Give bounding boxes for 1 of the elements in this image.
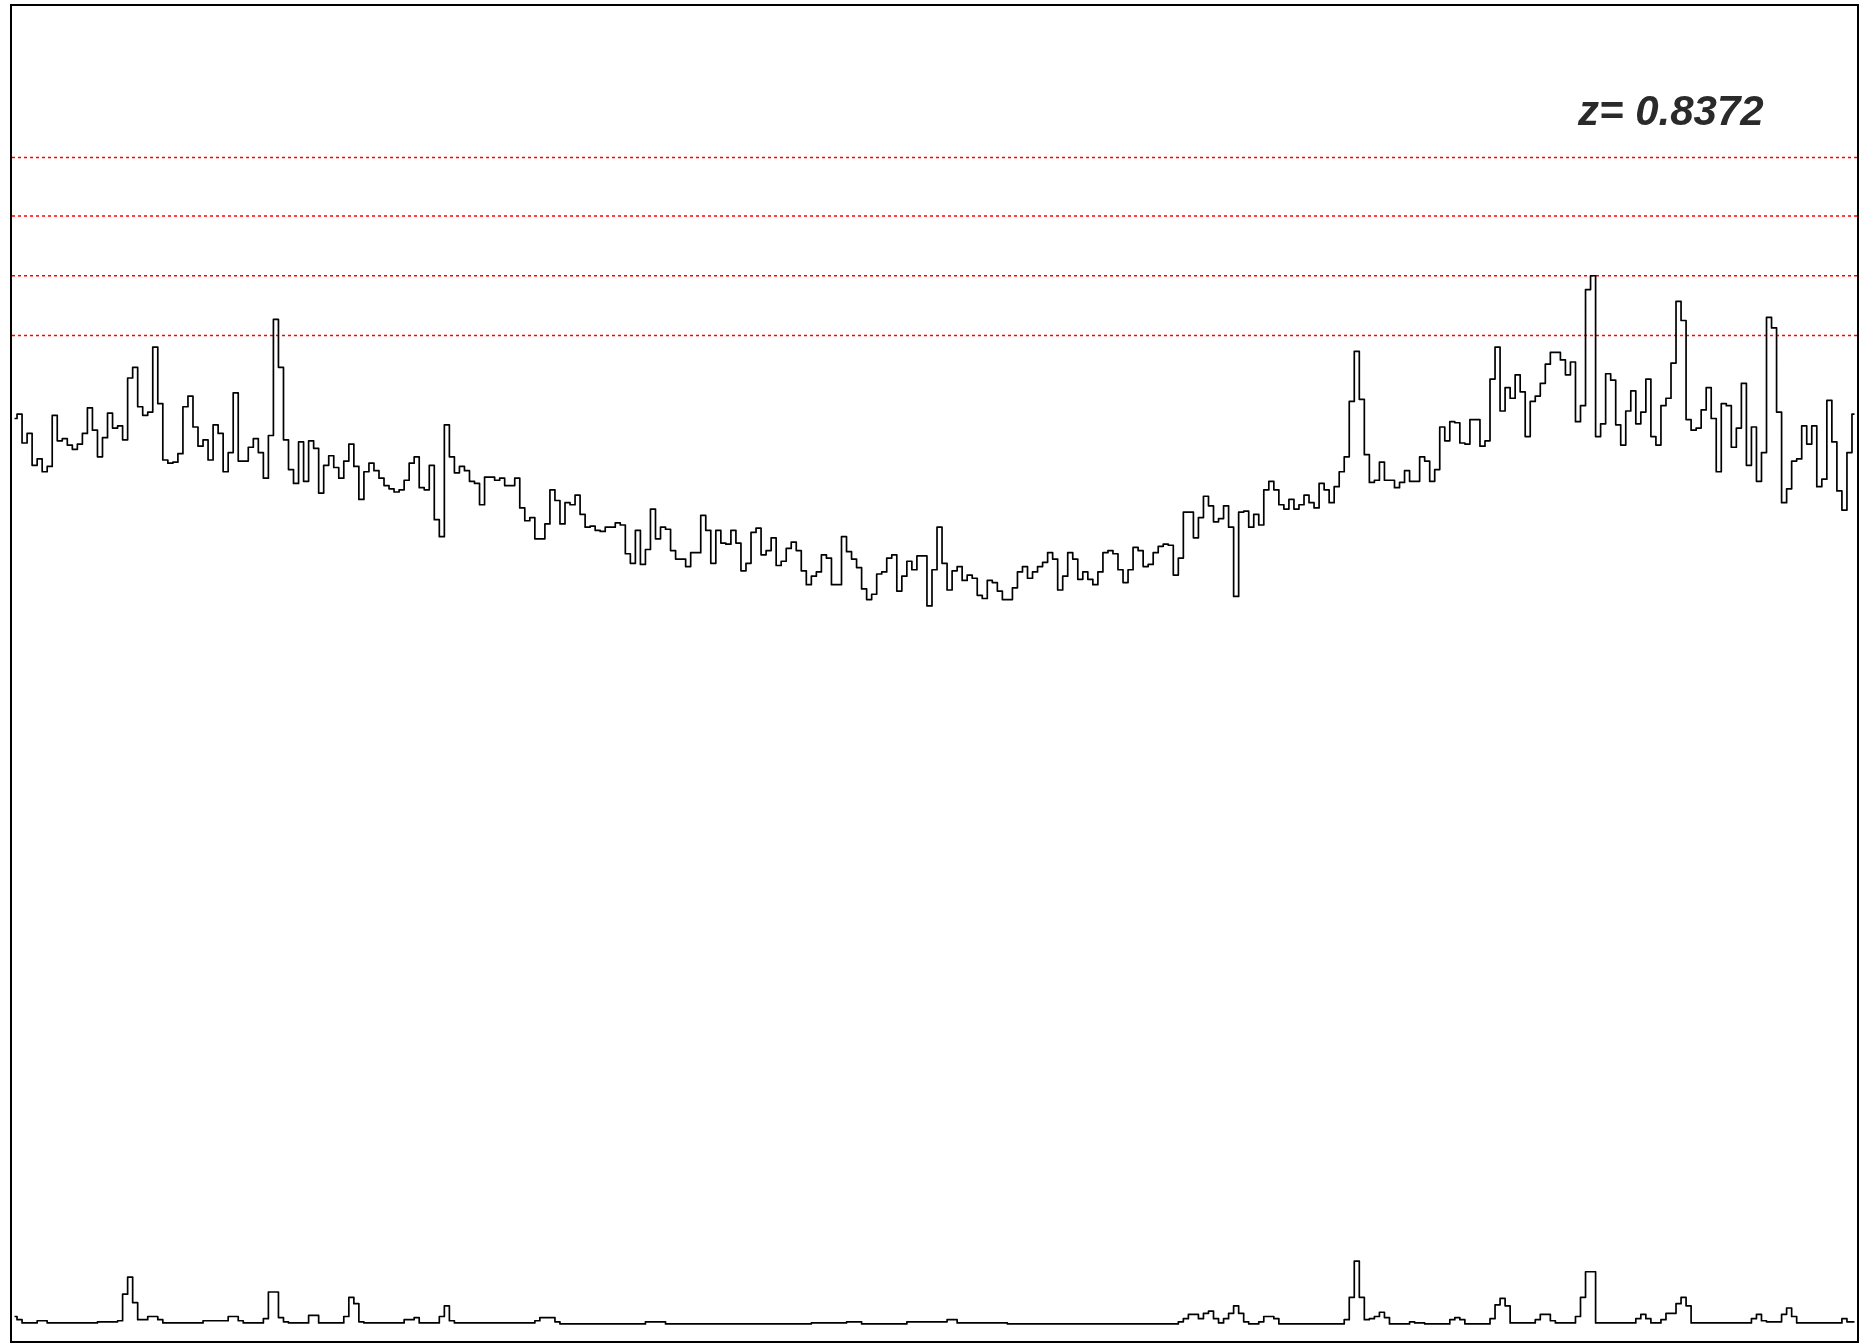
text: z= 0.8372 [1577,87,1764,134]
